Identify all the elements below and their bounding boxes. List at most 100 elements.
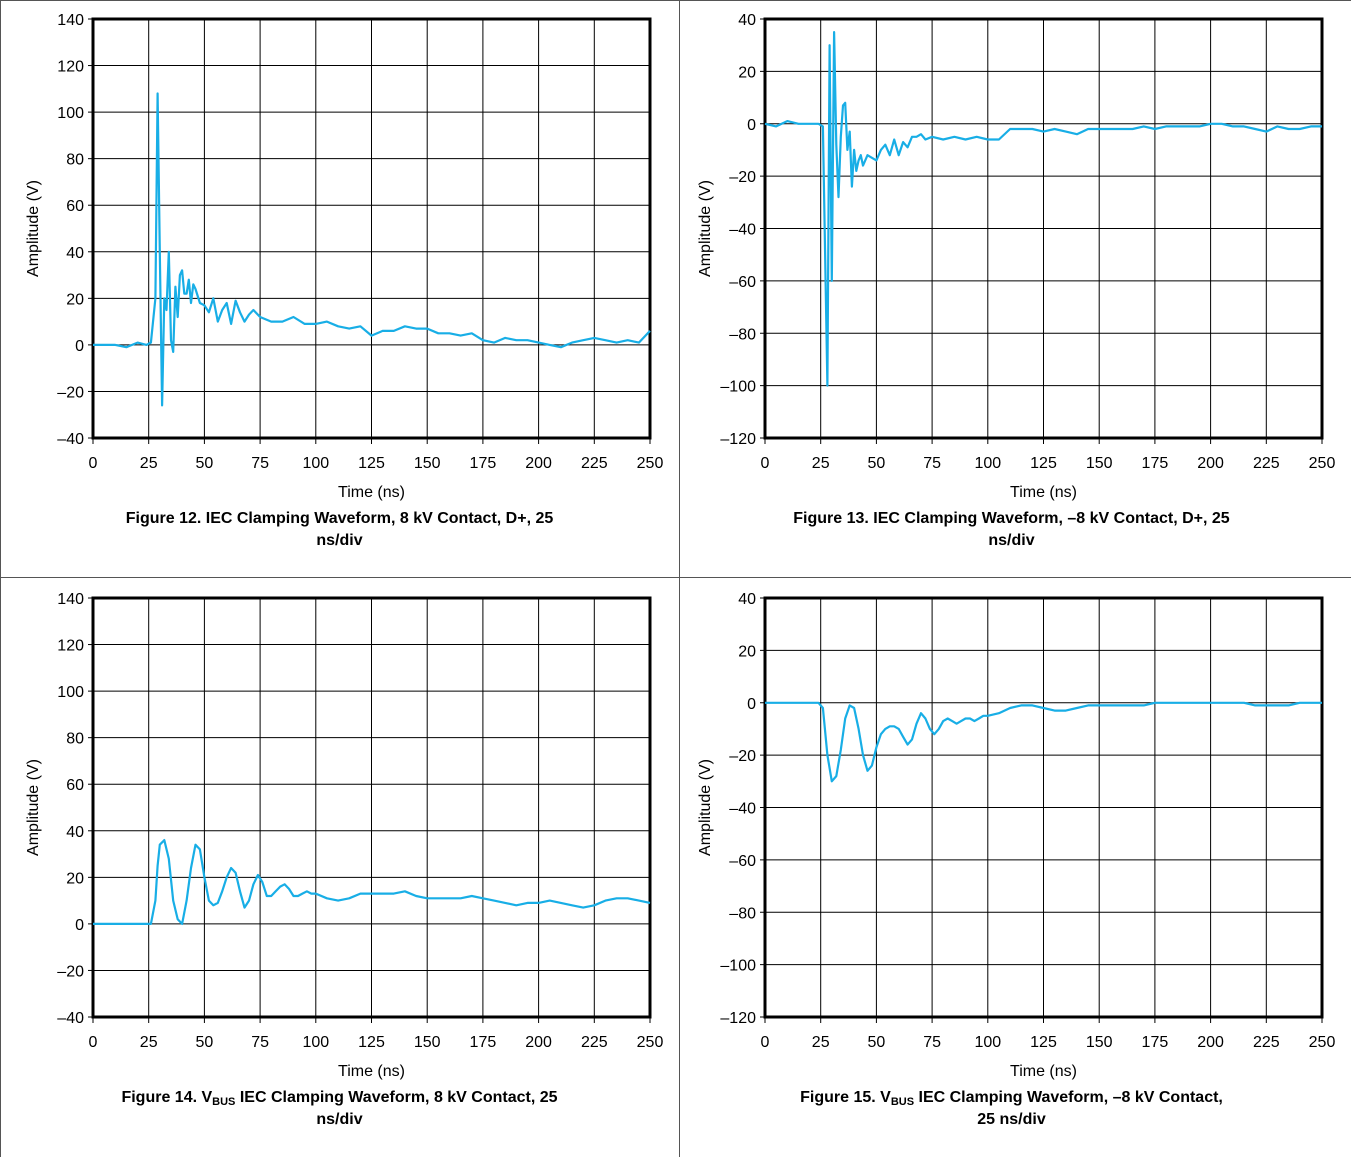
y-axis-title: Amplitude (V)	[25, 759, 42, 856]
y-tick-label: 80	[66, 731, 84, 748]
waveform-trace	[93, 92, 651, 407]
x-tick-label: 0	[761, 1034, 770, 1051]
x-tick-label: 200	[525, 1034, 552, 1051]
figure-15-caption-line2: 25 ns/div	[977, 1111, 1046, 1128]
y-tick-label: –100	[720, 958, 756, 975]
x-tick-label: 225	[581, 1034, 608, 1051]
x-tick-label: 125	[1030, 1034, 1057, 1051]
y-tick-label: 80	[66, 152, 84, 169]
x-tick-label: 175	[1142, 1034, 1169, 1051]
y-tick-label: 40	[738, 591, 756, 608]
plot-frame	[91, 17, 652, 440]
y-axis-title: Amplitude (V)	[25, 180, 42, 277]
figure-14-caption: Figure 14. VBUS IEC Clamping Waveform, 8…	[0, 1087, 679, 1131]
y-tick-label: 60	[66, 198, 84, 215]
figure-15-caption: Figure 15. VBUS IEC Clamping Waveform, –…	[672, 1087, 1351, 1131]
figure-13-caption: Figure 13. IEC Clamping Waveform, –8 kV …	[672, 508, 1351, 552]
frame-border-left	[0, 0, 1, 1157]
x-tick-label: 175	[470, 1034, 497, 1051]
x-tick-label: 75	[923, 1034, 941, 1051]
x-tick-label: 50	[196, 455, 214, 472]
figure-13-caption-line2: ns/div	[988, 532, 1035, 549]
y-tick-label: 120	[57, 59, 84, 76]
x-axis-title: Time (ns)	[1010, 484, 1077, 501]
x-tick-label: 100	[974, 1034, 1001, 1051]
x-tick-label: 25	[812, 455, 830, 472]
y-axis-title: Amplitude (V)	[697, 759, 714, 856]
x-tick-label: 175	[470, 455, 497, 472]
waveform-trace	[764, 31, 1322, 387]
x-tick-label: 50	[868, 1034, 886, 1051]
y-axis-title: Amplitude (V)	[697, 180, 714, 277]
y-tick-label: –100	[720, 379, 756, 396]
figure-14-chart: 0 25 50 75 100 125 150 175 200 225 250140120100806…	[25, 591, 664, 1080]
y-tick-label: 140	[57, 12, 84, 29]
x-tick-label: 200	[525, 455, 552, 472]
panel-divider-vertical	[679, 0, 680, 1157]
figure-12-caption: Figure 12. IEC Clamping Waveform, 8 kV C…	[0, 508, 679, 552]
x-tick-label: 125	[358, 455, 385, 472]
x-tick-label: 0	[89, 455, 98, 472]
figure-13-caption-line1: Figure 13. IEC Clamping Waveform, –8 kV …	[793, 510, 1230, 527]
plot-frame	[763, 17, 1324, 440]
x-tick-label: 25	[140, 1034, 158, 1051]
x-tick-label: 100	[302, 455, 329, 472]
figure-12-caption-line1: Figure 12. IEC Clamping Waveform, 8 kV C…	[125, 510, 554, 527]
x-tick-label: 100	[974, 455, 1001, 472]
x-tick-label: 75	[923, 455, 941, 472]
x-tick-label: 250	[1309, 455, 1336, 472]
figure-14-caption-line1: Figure 14. VBUS IEC Clamping Waveform, 8…	[121, 1089, 558, 1108]
y-tick-label: 0	[75, 917, 84, 934]
frame-border-top	[0, 0, 1351, 1]
x-axis-title: Time (ns)	[338, 484, 405, 501]
figure-12-panel: 0 25 50 75 100 125 150 175 200 225 250 140 120 100 80 6…	[0, 0, 679, 578]
x-tick-label: 250	[637, 1034, 664, 1051]
x-axis-title: Time (ns)	[338, 1063, 405, 1080]
waveform-trace	[765, 701, 1322, 783]
y-tick-label: –40	[57, 1010, 84, 1027]
y-tick-label: 140	[57, 591, 84, 608]
waveform-trace	[93, 839, 651, 925]
y-tick-label: –120	[720, 431, 756, 448]
x-axis-title: Time (ns)	[1010, 1063, 1077, 1080]
y-tick-label: 20	[66, 291, 84, 308]
plot-frame	[763, 596, 1324, 1019]
figure-15-chart: 0 25 50 75 100 125 150 175 200 225 25040200–20–40–…	[697, 591, 1336, 1080]
x-tick-label: 50	[196, 1034, 214, 1051]
plot-frame	[91, 596, 652, 1019]
x-tick-label: 150	[414, 1034, 441, 1051]
x-tick-label: 150	[1086, 455, 1113, 472]
figure-13-chart: 0 25 50 75 100 125 150 175 200 225 25040200–20–40–…	[697, 12, 1336, 501]
x-tick-label: 75	[251, 455, 269, 472]
y-tick-label: 40	[66, 824, 84, 841]
x-tick-label: 25	[812, 1034, 830, 1051]
x-tick-label: 150	[414, 455, 441, 472]
y-tick-label: –20	[729, 748, 756, 765]
panel-divider-horizontal	[0, 577, 1351, 578]
x-tick-label: 0	[89, 1034, 98, 1051]
x-tick-label: 250	[1309, 1034, 1336, 1051]
x-tick-label: 225	[1253, 1034, 1280, 1051]
figure-14-caption-line2: ns/div	[316, 1111, 363, 1128]
x-tick-label: 225	[581, 455, 608, 472]
x-tick-label: 200	[1197, 455, 1224, 472]
figure-13-panel: 0 25 50 75 100 125 150 175 200 225 250 40 20 0 –20 –40–…	[672, 0, 1351, 578]
y-tick-label: 20	[66, 870, 84, 887]
x-tick-label: 125	[358, 1034, 385, 1051]
y-tick-label: 0	[75, 338, 84, 355]
x-tick-label: 25	[140, 455, 158, 472]
x-tick-label: 0	[761, 455, 770, 472]
x-tick-label: 225	[1253, 455, 1280, 472]
x-tick-label: 100	[302, 1034, 329, 1051]
figure-15-caption-line1: Figure 15. VBUS IEC Clamping Waveform, –…	[800, 1089, 1223, 1108]
x-tick-label: 175	[1142, 455, 1169, 472]
y-tick-label: 40	[738, 12, 756, 29]
y-tick-label: –20	[57, 384, 84, 401]
y-tick-label: –80	[729, 905, 756, 922]
y-tick-label: –80	[729, 326, 756, 343]
y-tick-label: 60	[66, 777, 84, 794]
y-tick-label: –60	[729, 274, 756, 291]
y-tick-label: 100	[57, 684, 84, 701]
y-tick-label: 100	[57, 105, 84, 122]
